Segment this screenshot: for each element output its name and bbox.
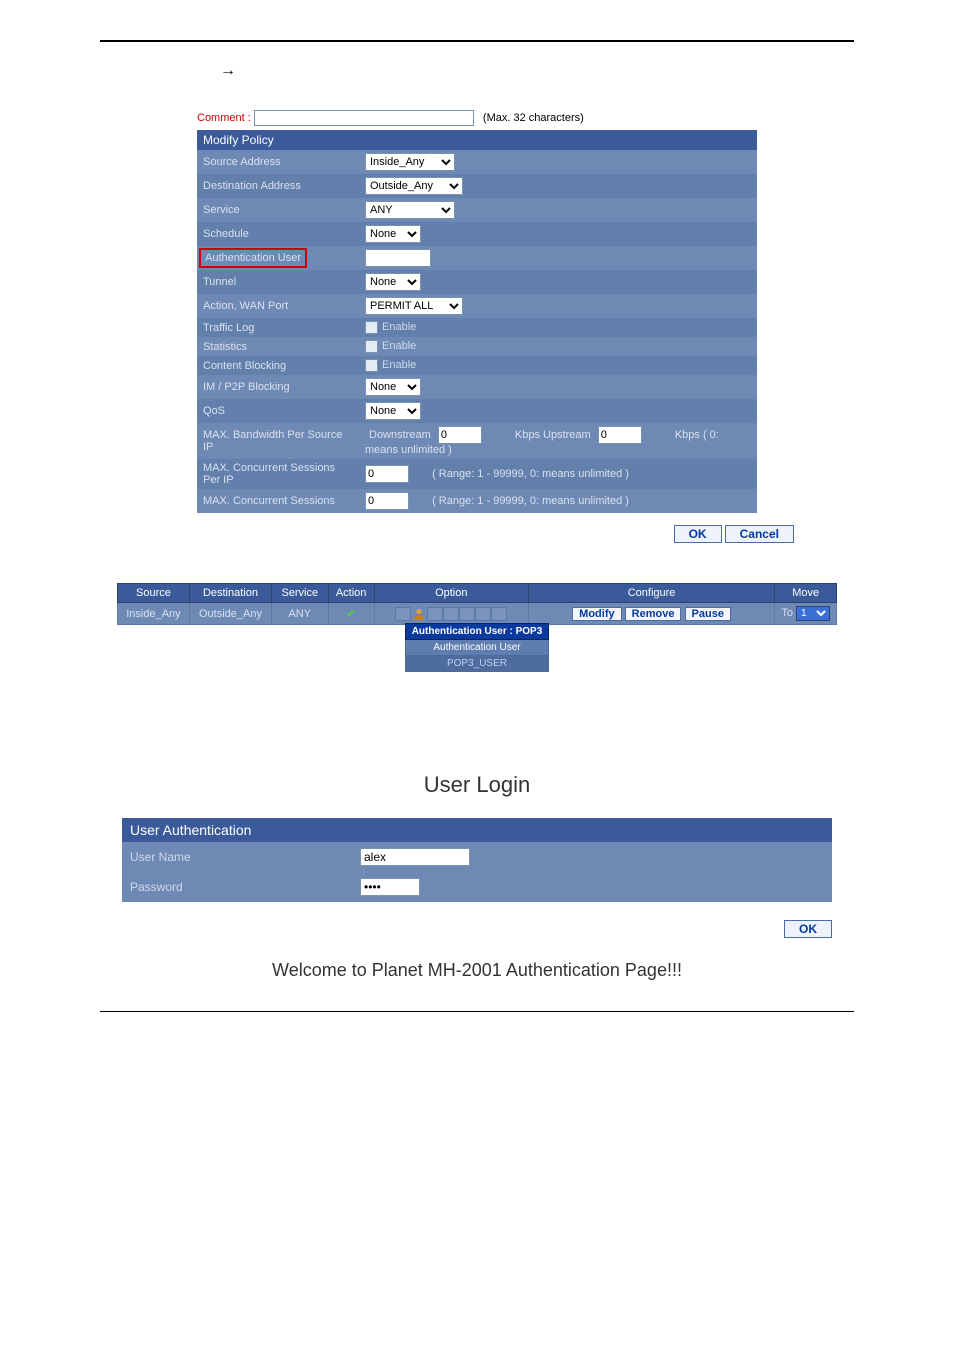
- move-select[interactable]: 1: [796, 606, 830, 621]
- option-slot: [459, 607, 475, 621]
- traffic-log-label: Traffic Log: [197, 318, 359, 337]
- max-conc-ip-hint: ( Range: 1 - 99999, 0: means unlimited ): [432, 468, 629, 480]
- table-row: Inside_Any Outside_Any ANY ✔ Modify Remo…: [118, 603, 837, 625]
- col-source: Source: [118, 584, 190, 603]
- ok-button[interactable]: OK: [674, 525, 722, 543]
- statistics-label: Statistics: [197, 337, 359, 356]
- option-slot: [427, 607, 443, 621]
- tunnel-select[interactable]: None: [365, 273, 421, 291]
- col-action: Action: [328, 584, 374, 603]
- tunnel-label: Tunnel: [197, 270, 359, 294]
- auth-tooltip: Authentication User : POP3 Authenticatio…: [405, 623, 550, 672]
- max-bw-label: MAX. Bandwidth Per Source IP: [197, 423, 359, 459]
- col-destination: Destination: [189, 584, 271, 603]
- cell-destination: Outside_Any: [189, 603, 271, 625]
- service-label: Service: [197, 198, 359, 222]
- login-table: User Name Password: [122, 842, 832, 902]
- source-address-label: Source Address: [197, 150, 359, 174]
- im-p2p-label: IM / P2P Blocking: [197, 375, 359, 399]
- move-to-label: To: [781, 607, 793, 619]
- col-configure: Configure: [528, 584, 775, 603]
- policy-buttons: OK Cancel: [100, 525, 794, 543]
- login-header: User Authentication: [122, 818, 832, 842]
- col-service: Service: [272, 584, 328, 603]
- cell-configure: Modify Remove Pause: [528, 603, 775, 625]
- remove-button[interactable]: Remove: [625, 607, 682, 621]
- cell-action: ✔: [328, 603, 374, 625]
- modify-policy-panel: Comment : (Max. 32 characters) Modify Po…: [197, 110, 757, 513]
- content-blocking-label: Content Blocking: [197, 356, 359, 375]
- tooltip-block: Authentication User : POP3 Authenticatio…: [117, 623, 837, 672]
- schedule-label: Schedule: [197, 222, 359, 246]
- max-conc-label: MAX. Concurrent Sessions: [197, 489, 359, 513]
- cancel-button[interactable]: Cancel: [725, 525, 794, 543]
- option-slot: [443, 607, 459, 621]
- password-input[interactable]: [360, 878, 420, 896]
- tooltip-row1: Authentication User: [405, 640, 550, 656]
- policy-table: Source Address Inside_Any Destination Ad…: [197, 150, 757, 513]
- modify-button[interactable]: Modify: [572, 607, 621, 621]
- downstream-label: Downstream: [369, 429, 431, 441]
- login-panel: User Authentication User Name Password O…: [122, 818, 832, 981]
- qos-label: QoS: [197, 399, 359, 423]
- login-title: User Login: [100, 772, 854, 798]
- source-address-select[interactable]: Inside_Any: [365, 153, 455, 171]
- statistics-enable: Enable: [382, 340, 416, 352]
- top-rule: [100, 40, 854, 42]
- cell-source: Inside_Any: [118, 603, 190, 625]
- comment-input[interactable]: [254, 110, 474, 126]
- comment-label: Comment :: [197, 112, 251, 124]
- max-conc-input[interactable]: [365, 492, 409, 510]
- traffic-log-enable: Enable: [382, 321, 416, 333]
- max-conc-ip-input[interactable]: [365, 465, 409, 483]
- username-label: User Name: [122, 842, 352, 872]
- col-move: Move: [775, 584, 837, 603]
- login-ok-button[interactable]: OK: [784, 920, 832, 938]
- destination-address-select[interactable]: Outside_Any: [365, 177, 463, 195]
- upstream-label: Kbps Upstream: [515, 429, 591, 441]
- downstream-input[interactable]: [438, 426, 482, 444]
- authentication-user-label: Authentication User: [197, 246, 359, 270]
- auth-user-icon[interactable]: [411, 607, 427, 621]
- tooltip-row2: POP3_USER: [405, 656, 550, 672]
- authentication-user-highlight: Authentication User: [199, 248, 307, 268]
- service-select[interactable]: ANY: [365, 201, 455, 219]
- username-input[interactable]: [360, 848, 470, 866]
- tooltip-head: Authentication User : POP3: [405, 623, 550, 640]
- col-option: Option: [374, 584, 528, 603]
- content-blocking-checkbox[interactable]: [365, 359, 378, 372]
- option-slot: [395, 607, 411, 621]
- bottom-rule: [100, 1011, 854, 1012]
- cell-option: [374, 603, 528, 625]
- modify-policy-title: Modify Policy: [197, 130, 757, 150]
- traffic-log-checkbox[interactable]: [365, 321, 378, 334]
- option-slot: [491, 607, 507, 621]
- upstream-input[interactable]: [598, 426, 642, 444]
- max-conc-hint: ( Range: 1 - 99999, 0: means unlimited ): [432, 495, 629, 507]
- authentication-user-select[interactable]: POP3: [365, 249, 431, 267]
- schedule-select[interactable]: None: [365, 225, 421, 243]
- rules-panel: Source Destination Service Action Option…: [117, 583, 837, 672]
- password-label: Password: [122, 872, 352, 902]
- cell-move: To 1: [775, 603, 837, 625]
- arrow-icon: →: [220, 62, 236, 79]
- max-conc-ip-label: MAX. Concurrent Sessions Per IP: [197, 459, 359, 489]
- login-button-row: OK: [122, 920, 832, 938]
- option-slot: [475, 607, 491, 621]
- action-wan-select[interactable]: PERMIT ALL: [365, 297, 463, 315]
- content-blocking-enable: Enable: [382, 359, 416, 371]
- comment-hint: (Max. 32 characters): [483, 112, 584, 124]
- cell-service: ANY: [272, 603, 328, 625]
- im-p2p-select[interactable]: None: [365, 378, 421, 396]
- action-wan-label: Action, WAN Port: [197, 294, 359, 318]
- rules-table: Source Destination Service Action Option…: [117, 583, 837, 625]
- arrow-row: →: [100, 62, 854, 80]
- statistics-checkbox[interactable]: [365, 340, 378, 353]
- qos-select[interactable]: None: [365, 402, 421, 420]
- destination-address-label: Destination Address: [197, 174, 359, 198]
- pause-button[interactable]: Pause: [685, 607, 731, 621]
- welcome-text: Welcome to Planet MH-2001 Authentication…: [122, 960, 832, 981]
- comment-row: Comment : (Max. 32 characters): [197, 110, 757, 126]
- permit-icon: ✔: [343, 607, 359, 621]
